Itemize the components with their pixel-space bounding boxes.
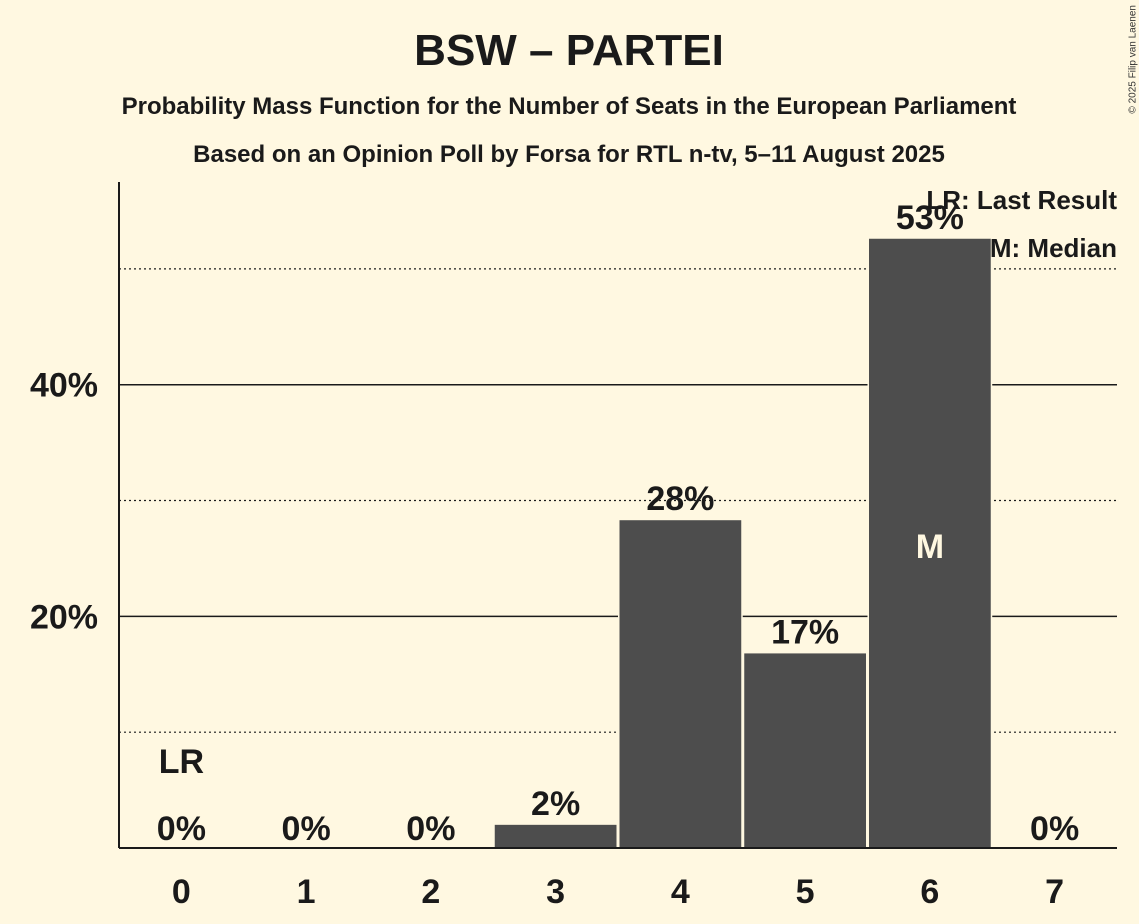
copyright-text: © 2025 Filip van Laenen — [1128, 5, 1139, 114]
x-tick-label: 6 — [920, 873, 939, 911]
value-label: 2% — [531, 785, 580, 823]
axes: 20% 40% 0 1 2 3 4 5 6 7 — [30, 182, 1117, 911]
x-tick-label: 5 — [796, 873, 815, 911]
legend-median: M: Median — [990, 233, 1117, 263]
value-label: 0% — [406, 810, 455, 848]
x-tick-label: 7 — [1045, 873, 1064, 911]
last-result-marker: LR — [159, 743, 204, 781]
value-label: 0% — [157, 810, 206, 848]
chart-title: BSW – PARTEI — [414, 26, 724, 75]
bar — [744, 653, 866, 848]
x-tick-label: 0 — [172, 873, 191, 911]
x-tick-label: 1 — [297, 873, 316, 911]
bar — [494, 824, 617, 848]
bar — [869, 238, 991, 849]
value-label: 0% — [282, 810, 331, 848]
bars — [493, 236, 993, 849]
x-tick-label: 4 — [671, 873, 690, 911]
value-label: 17% — [771, 613, 839, 651]
median-marker: M — [916, 528, 944, 566]
bar — [619, 520, 742, 848]
value-label: 28% — [646, 480, 714, 518]
value-label: 53% — [896, 199, 964, 237]
chart-subtitle-1: Probability Mass Function for the Number… — [122, 93, 1017, 120]
chart-subtitle-2: Based on an Opinion Poll by Forsa for RT… — [193, 141, 945, 168]
legend-last-result: LR: Last Result — [926, 185, 1117, 215]
value-label: 0% — [1030, 810, 1079, 848]
value-labels: 0% LR 0% 0% 2% 28% 17% 53% M 0% — [157, 199, 1079, 848]
y-tick-label: 40% — [30, 367, 98, 405]
legend: LR: Last Result M: Median — [926, 185, 1117, 263]
x-tick-label: 2 — [421, 873, 440, 911]
y-tick-label: 20% — [30, 598, 98, 636]
x-tick-label: 3 — [546, 873, 565, 911]
